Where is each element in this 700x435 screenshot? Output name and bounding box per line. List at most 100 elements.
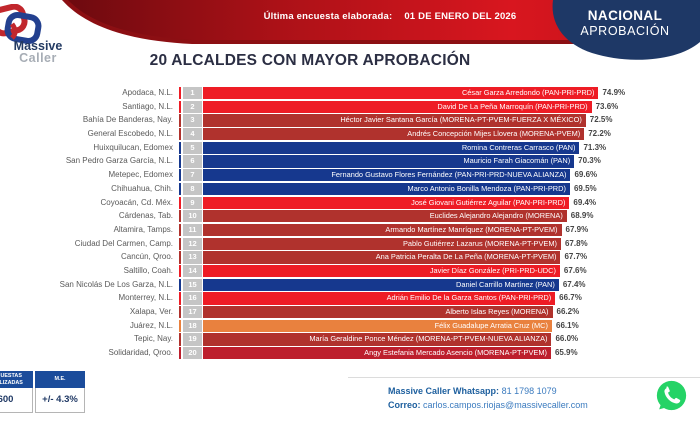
last-survey-label: Última encuesta elaborada: xyxy=(263,11,393,22)
approval-bar: Mauricio Farah Giacomán (PAN) xyxy=(203,155,575,168)
row-tick xyxy=(179,114,181,127)
approval-percentage: 69.6% xyxy=(574,170,598,180)
header-banner-graphic xyxy=(62,0,700,60)
last-survey-date: 01 DE ENERO DEL 2026 xyxy=(404,11,517,22)
margin-error-value-cell: +/- 4.3% xyxy=(35,388,85,413)
chart-row: Ciudad Del Carmen, Camp. 12 Pablo Gutiér… xyxy=(0,237,700,250)
row-tick xyxy=(179,251,181,264)
rank-badge: 5 xyxy=(183,141,202,155)
approval-percentage: 71.3% xyxy=(583,142,607,152)
approval-bar: Romina Contreras Carrasco (PAN) xyxy=(203,141,580,155)
approval-bar: Pablo Gutiérrez Lazarus (MORENA-PT-PVEM) xyxy=(203,237,561,250)
whatsapp-label: Massive Caller Whatsapp: xyxy=(388,386,500,396)
city-label: Solidaridad, Qroo. xyxy=(108,348,173,358)
approval-bar: Alberto Islas Reyes (MORENA) xyxy=(203,306,553,319)
row-tick xyxy=(179,210,181,223)
chart-row: Saltillo, Coah. 14 Javier Díaz González … xyxy=(0,264,700,278)
approval-percentage: 73.6% xyxy=(595,101,619,111)
row-tick xyxy=(179,182,181,196)
surveys-value-cell: 600 xyxy=(0,388,33,413)
chart-row: Coyoacán, Cd. Méx. 9 José Giovani Gutiér… xyxy=(0,196,700,209)
rank-badge: 8 xyxy=(183,182,202,196)
city-label: Ciudad Del Carmen, Camp. xyxy=(74,238,173,248)
approval-percentage: 67.8% xyxy=(564,238,588,248)
chart-row: Juárez, N.L. 18 Félix Guadalupe Arratia … xyxy=(0,319,700,332)
approval-bar: David De La Peña Marroquín (PAN-PRI-PRD) xyxy=(203,100,592,113)
city-label: Bahía De Banderas, Nay. xyxy=(82,115,173,125)
badge-shape xyxy=(552,0,700,60)
scope-badge: NACIONAL APROBACIÓN xyxy=(556,7,694,39)
row-tick xyxy=(179,141,181,155)
approval-percentage: 66.0% xyxy=(555,334,579,344)
chart-row: Bahía De Banderas, Nay. 3 Héctor Javier … xyxy=(0,114,700,127)
row-tick xyxy=(179,223,181,237)
approval-percentage: 69.5% xyxy=(573,183,597,193)
email-label: Correo: xyxy=(388,399,421,410)
approval-bar: Félix Guadalupe Arratia Cruz (MC) xyxy=(203,319,552,332)
row-tick xyxy=(179,128,181,141)
rank-badge: 6 xyxy=(183,155,202,168)
chart-row: Huixquilucan, Edomex 5 Romina Contreras … xyxy=(0,141,700,155)
approval-percentage: 68.9% xyxy=(570,211,594,221)
rank-badge: 12 xyxy=(183,237,202,250)
city-label: Metepec, Edomex xyxy=(108,170,173,180)
chart-row: Solidaridad, Qroo. 20 Angy Estefania Mer… xyxy=(0,347,700,360)
massive-caller-logo: Massive Caller xyxy=(0,3,92,70)
approval-bar: Héctor Javier Santana García (MORENA-PT-… xyxy=(203,114,586,127)
row-tick xyxy=(179,237,181,250)
city-label: Cárdenas, Tab. xyxy=(118,211,173,221)
approval-bar-chart: Apodaca, N.L. 1 César Garza Arredondo (P… xyxy=(0,87,700,360)
chart-row: Cancún, Qroo. 13 Ana Patricia Peralta De… xyxy=(0,251,700,264)
approval-percentage: 74.9% xyxy=(602,88,626,97)
approval-percentage: 69.4% xyxy=(573,197,597,207)
rank-badge: 10 xyxy=(183,210,202,223)
approval-percentage: 65.9% xyxy=(554,348,578,358)
rank-badge: 14 xyxy=(183,264,202,278)
row-tick xyxy=(179,278,181,291)
row-tick xyxy=(179,100,181,113)
approval-percentage: 67.4% xyxy=(562,279,586,289)
city-label: Tepic, Nay. xyxy=(134,334,173,344)
rank-badge: 19 xyxy=(183,333,202,346)
approval-bar: Euclides Alejandro Alejandro (MORENA) xyxy=(203,210,567,223)
logo-mark-icon xyxy=(0,3,42,44)
approval-bar: María Geraldine Ponce Méndez (MORENA-PT-… xyxy=(203,333,552,346)
row-tick xyxy=(179,333,181,346)
city-label: Xalapa, Ver. xyxy=(129,307,173,316)
chart-row: Tepic, Nay. 19 María Geraldine Ponce Mén… xyxy=(0,333,700,346)
row-tick xyxy=(179,292,181,305)
row-tick xyxy=(179,264,181,278)
footer-divider xyxy=(348,377,700,378)
rank-badge: 4 xyxy=(183,128,202,141)
logo-text-caller: Caller xyxy=(19,51,57,65)
city-label: Saltillo, Coah. xyxy=(123,265,173,275)
approval-percentage: 66.2% xyxy=(556,307,580,316)
approval-percentage: 70.3% xyxy=(578,156,601,166)
city-label: Cancún, Qroo. xyxy=(120,252,173,262)
sample-stats-table: ENCUESTAS REALIZADAS M.E. 600 +/- 4.3% xyxy=(0,371,85,413)
city-label: Santiago, N.L. xyxy=(122,101,173,111)
rank-badge: 1 xyxy=(183,87,202,100)
approval-percentage: 67.9% xyxy=(565,224,589,234)
approval-percentage: 67.7% xyxy=(564,252,588,262)
rank-badge: 9 xyxy=(183,196,202,209)
whatsapp-number: 81 1798 1079 xyxy=(501,386,557,396)
city-label: Altamira, Tamps. xyxy=(113,224,173,234)
city-label: Chihuahua, Chih. xyxy=(111,183,173,193)
approval-percentage: 72.5% xyxy=(589,115,613,125)
approval-bar: Daniel Carrillo Martínez (PAN) xyxy=(203,278,559,291)
chart-row: San Pedro Garza García, N.L. 6 Mauricio … xyxy=(0,155,700,168)
rank-badge: 11 xyxy=(183,223,202,237)
rank-badge: 3 xyxy=(183,114,202,127)
city-label: Monterrey, N.L. xyxy=(118,293,173,303)
approval-bar: Armando Martínez Manríquez (MORENA-PT-PV… xyxy=(203,223,562,237)
email-line: Correo: carlos.campos.riojas@massivecall… xyxy=(388,399,588,413)
rank-badge: 16 xyxy=(183,292,202,305)
city-label: San Pedro Garza García, N.L. xyxy=(65,156,173,166)
email-address: carlos.campos.riojas@massivecaller.com xyxy=(423,399,588,410)
rank-badge: 15 xyxy=(183,278,202,291)
badge-metric-label: APROBACIÓN xyxy=(580,24,670,38)
chart-row: Monterrey, N.L. 16 Adrián Emilio De la G… xyxy=(0,292,700,305)
rank-badge: 13 xyxy=(183,251,202,264)
